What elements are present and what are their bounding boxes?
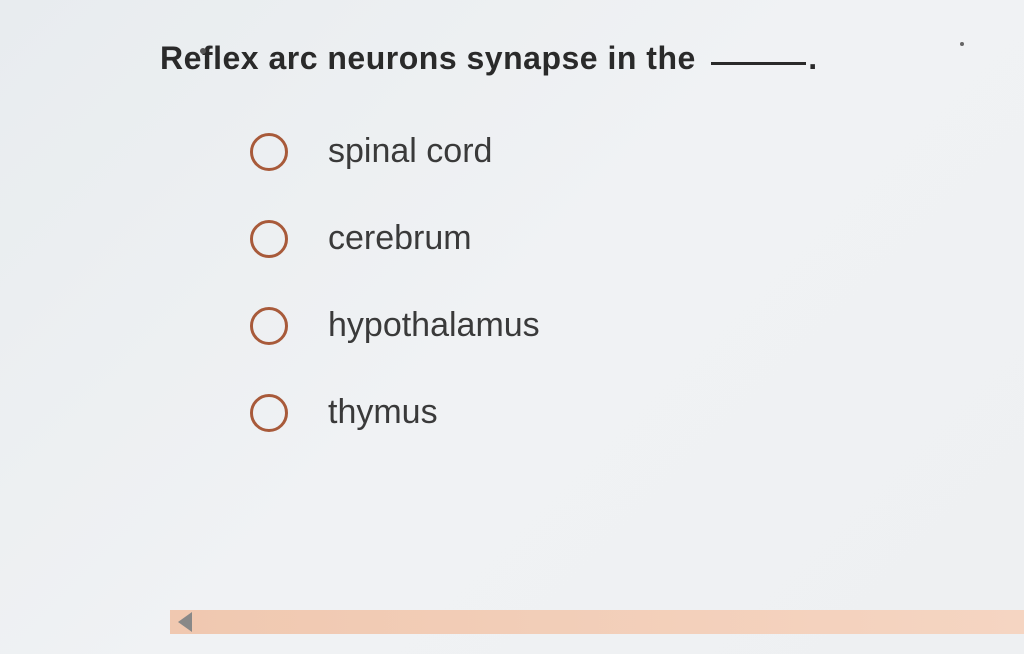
radio-button[interactable] bbox=[250, 307, 288, 345]
option-label: hypothalamus bbox=[328, 306, 540, 345]
scroll-left-icon[interactable] bbox=[178, 612, 192, 632]
radio-button[interactable] bbox=[250, 133, 288, 171]
fill-blank bbox=[711, 62, 806, 65]
radio-button[interactable] bbox=[250, 220, 288, 258]
radio-button[interactable] bbox=[250, 394, 288, 432]
options-group: spinal cord cerebrum hypothalamus thymus bbox=[160, 132, 1024, 432]
option-row[interactable]: hypothalamus bbox=[250, 306, 1024, 345]
option-row[interactable]: cerebrum bbox=[250, 219, 1024, 258]
option-label: cerebrum bbox=[328, 219, 472, 258]
option-label: spinal cord bbox=[328, 132, 492, 171]
option-row[interactable]: thymus bbox=[250, 393, 1024, 432]
question-text: Reflex arc neurons synapse in the bbox=[160, 40, 696, 76]
period: . bbox=[808, 40, 817, 76]
decorative-dot bbox=[960, 42, 964, 46]
question-prompt: Reflex arc neurons synapse in the . bbox=[160, 40, 1024, 77]
option-row[interactable]: spinal cord bbox=[250, 132, 1024, 171]
option-label: thymus bbox=[328, 393, 438, 432]
scrollbar[interactable] bbox=[170, 610, 1024, 634]
decorative-dot bbox=[200, 48, 206, 54]
